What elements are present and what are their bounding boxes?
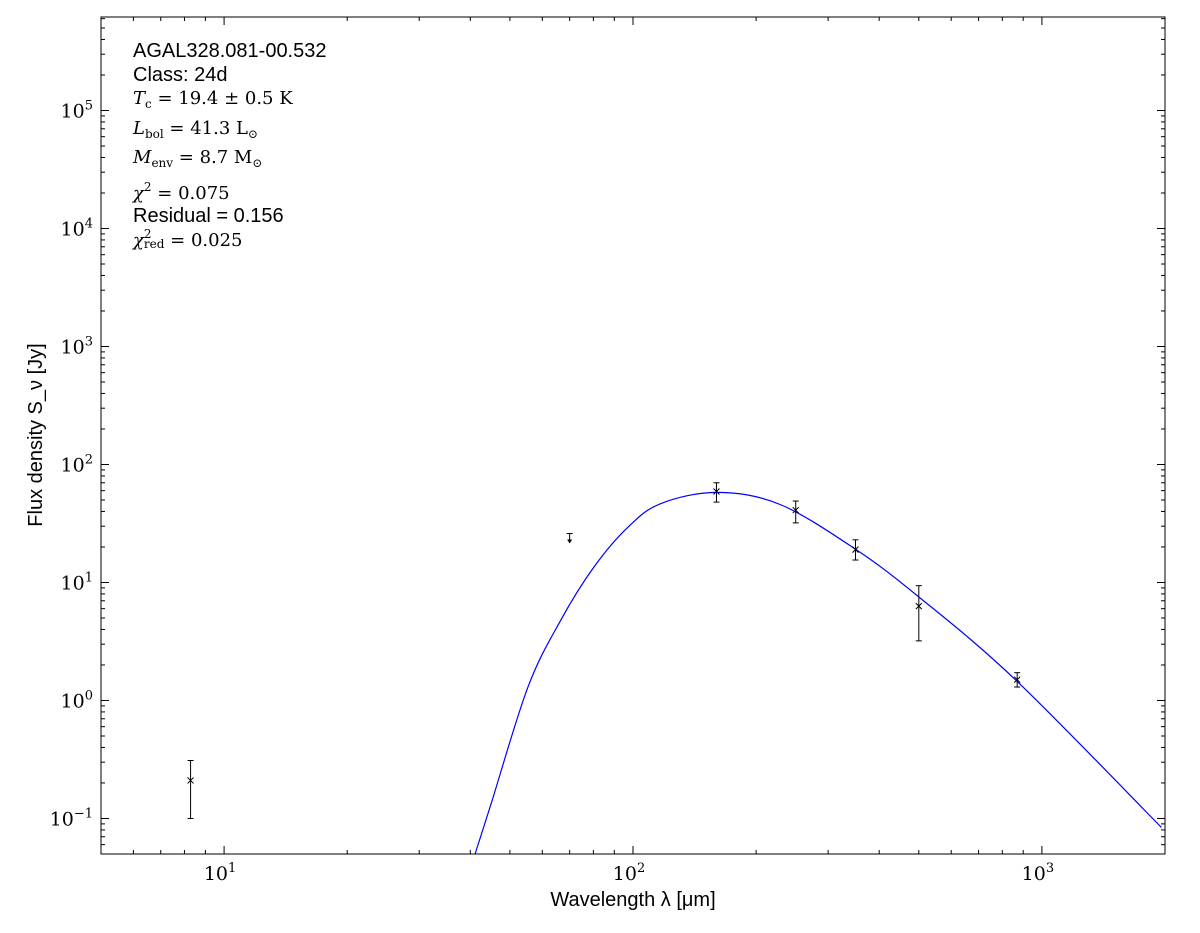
data-point bbox=[915, 602, 923, 610]
chi2red-superscript: 2 bbox=[143, 226, 152, 241]
y-tick-label: 105 bbox=[61, 98, 93, 122]
luminosity: Lbol = 41.3 L⊙ bbox=[133, 117, 327, 147]
chi2-superscript: 2 bbox=[143, 179, 152, 194]
x-tick-label: 102 bbox=[613, 861, 645, 885]
residual: Residual = 0.156 bbox=[133, 205, 284, 227]
sun-symbol: ⊙ bbox=[247, 126, 259, 141]
lbol-symbol: L bbox=[133, 117, 145, 139]
axes-frame bbox=[100, 16, 1166, 855]
data-point bbox=[852, 546, 859, 553]
source-class: Class: 24d bbox=[133, 63, 228, 86]
data-point bbox=[187, 777, 194, 784]
chi2-symbol: χ bbox=[133, 182, 144, 204]
tc-subscript: c bbox=[145, 97, 152, 111]
data-point bbox=[1013, 676, 1021, 684]
y-axis-label: Flux density S_ν [Jy] bbox=[25, 343, 47, 526]
envelope-mass: Menv = 8.7 M⊙ bbox=[133, 146, 327, 176]
menv-symbol: M bbox=[133, 147, 152, 168]
fit-annotation: AGAL328.081-00.532 Class: 24d Tc = 19.4 … bbox=[133, 40, 327, 252]
y-tick-label: 100 bbox=[61, 688, 93, 712]
menv-value: = 8.7 M bbox=[173, 147, 253, 168]
x-tick-label: 103 bbox=[1022, 861, 1054, 885]
data-point bbox=[792, 506, 800, 514]
x-tick-label: 101 bbox=[204, 861, 236, 885]
y-tick-label: 103 bbox=[61, 334, 93, 358]
tc-symbol: T bbox=[133, 88, 146, 109]
source-name: AGAL328.081-00.532 bbox=[133, 40, 327, 62]
upper-limit-arrow bbox=[567, 539, 573, 544]
tick-labels: 101 102 103 10−1 100 101 102 103 104 105 bbox=[50, 98, 1055, 885]
y-tick-label: 10−1 bbox=[50, 806, 93, 830]
chi2-value: = 0.075 bbox=[151, 182, 230, 204]
tc-value: = 19.4 ± 0.5 K bbox=[151, 88, 293, 109]
data-point bbox=[713, 488, 720, 495]
model-curve bbox=[474, 491, 1162, 854]
reduced-chi-squared: χ 2 red = 0.025 bbox=[133, 226, 327, 253]
sun-symbol: ⊙ bbox=[252, 156, 263, 170]
chi2red-value: = 0.025 bbox=[164, 229, 243, 251]
chi-squared: χ2 = 0.075 bbox=[133, 176, 327, 206]
y-tick-label: 102 bbox=[61, 452, 93, 476]
axis-ticks bbox=[100, 17, 1166, 855]
y-tick-label: 104 bbox=[61, 216, 93, 240]
y-tick-label: 101 bbox=[61, 570, 93, 594]
lbol-subscript: bol bbox=[144, 126, 164, 141]
plot-marks bbox=[187, 482, 1162, 854]
menv-subscript: env bbox=[151, 156, 174, 170]
chi2red-symbol: χ bbox=[133, 229, 144, 251]
x-axis-label: Wavelength λ [μm] bbox=[550, 889, 715, 911]
temperature: Tc = 19.4 ± 0.5 K bbox=[133, 87, 327, 117]
chi2red-subscript: red bbox=[143, 236, 165, 251]
lbol-value: = 41.3 L bbox=[163, 117, 248, 139]
